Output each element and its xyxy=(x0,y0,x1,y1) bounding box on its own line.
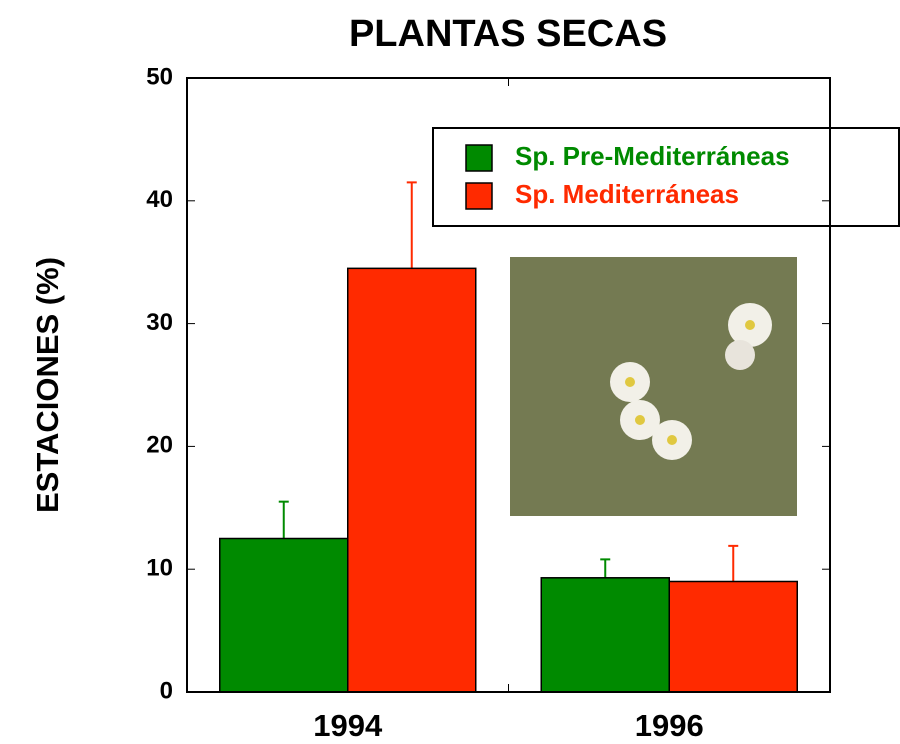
y-tick-label: 30 xyxy=(146,309,173,336)
legend-label: Sp. Mediterráneas xyxy=(515,179,739,209)
y-axis-label: ESTACIONES (%) xyxy=(30,257,65,513)
bar xyxy=(220,539,348,693)
x-tick-label: 1994 xyxy=(313,708,383,743)
chart-title: PLANTAS SECAS xyxy=(349,13,667,55)
y-tick-label: 50 xyxy=(146,63,173,90)
x-tick-label: 1996 xyxy=(635,708,704,743)
bar xyxy=(348,268,476,692)
bar xyxy=(541,578,669,692)
y-tick-label: 0 xyxy=(160,677,173,704)
legend-swatch xyxy=(466,145,492,171)
legend-label: Sp. Pre-Mediterráneas xyxy=(515,141,790,171)
y-tick-label: 10 xyxy=(146,555,173,582)
bar xyxy=(669,581,797,692)
y-tick-label: 40 xyxy=(146,186,173,213)
photo xyxy=(510,257,797,516)
legend-swatch xyxy=(466,183,492,209)
y-tick-label: 20 xyxy=(146,432,173,459)
chart: PLANTAS SECAS ESTACIONES (%) 0 10 20 30 40 50… xyxy=(0,0,900,744)
